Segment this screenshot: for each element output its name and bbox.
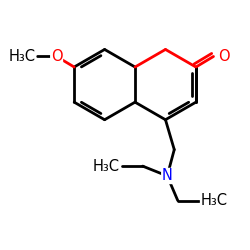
Text: H₃C: H₃C bbox=[8, 49, 36, 64]
Text: H₃C: H₃C bbox=[200, 193, 228, 208]
Text: N: N bbox=[162, 168, 173, 184]
Text: H₃C: H₃C bbox=[93, 158, 120, 174]
Text: O: O bbox=[218, 49, 229, 64]
Text: O: O bbox=[51, 49, 62, 64]
